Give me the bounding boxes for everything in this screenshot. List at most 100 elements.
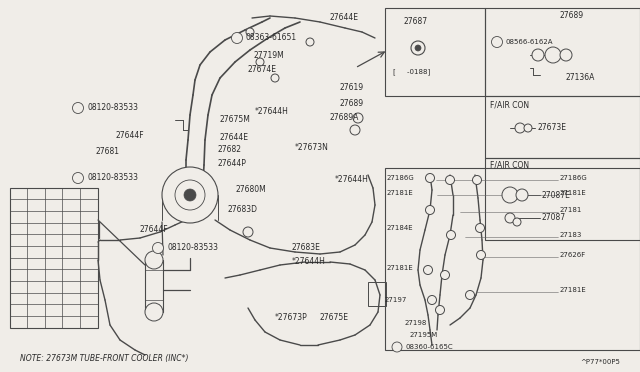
Circle shape bbox=[440, 270, 449, 279]
Circle shape bbox=[72, 103, 83, 113]
Circle shape bbox=[145, 303, 163, 321]
Circle shape bbox=[353, 113, 363, 123]
Text: S: S bbox=[236, 35, 239, 41]
Text: 27181E: 27181E bbox=[387, 190, 413, 196]
Text: 27689: 27689 bbox=[560, 12, 584, 20]
Text: S: S bbox=[495, 39, 499, 45]
Circle shape bbox=[350, 125, 360, 135]
Circle shape bbox=[492, 36, 502, 48]
Bar bbox=[145, 260, 163, 312]
Text: 27673E: 27673E bbox=[537, 124, 566, 132]
Circle shape bbox=[415, 45, 421, 51]
Text: S: S bbox=[396, 344, 399, 350]
Circle shape bbox=[524, 124, 532, 132]
Text: *27644H: *27644H bbox=[335, 176, 369, 185]
Circle shape bbox=[545, 47, 561, 63]
Circle shape bbox=[411, 41, 425, 55]
Circle shape bbox=[477, 250, 486, 260]
Circle shape bbox=[447, 231, 456, 240]
Text: 27644P: 27644P bbox=[218, 158, 247, 167]
Text: 27181: 27181 bbox=[560, 207, 582, 213]
Text: 27181E: 27181E bbox=[387, 265, 413, 271]
Circle shape bbox=[516, 189, 528, 201]
Circle shape bbox=[560, 49, 572, 61]
Circle shape bbox=[426, 173, 435, 183]
Text: 27195M: 27195M bbox=[410, 332, 438, 338]
Circle shape bbox=[145, 251, 163, 269]
Text: 27680M: 27680M bbox=[235, 186, 266, 195]
Text: [     -0188]: [ -0188] bbox=[393, 68, 430, 76]
Text: B: B bbox=[76, 176, 80, 180]
Bar bbox=[485, 8, 640, 96]
Circle shape bbox=[184, 189, 196, 201]
Text: 27689A: 27689A bbox=[330, 113, 360, 122]
Text: 27186G: 27186G bbox=[387, 175, 415, 181]
Text: 27682: 27682 bbox=[218, 145, 242, 154]
Text: 27197: 27197 bbox=[385, 297, 408, 303]
Text: 08363-61651: 08363-61651 bbox=[246, 33, 297, 42]
Bar bbox=[368, 282, 386, 306]
Text: 27181E: 27181E bbox=[560, 287, 587, 293]
Text: *27673P: *27673P bbox=[275, 314, 308, 323]
Text: F/AIR CON: F/AIR CON bbox=[490, 160, 529, 170]
Text: 08120-83533: 08120-83533 bbox=[87, 103, 138, 112]
Circle shape bbox=[513, 218, 521, 226]
Circle shape bbox=[175, 180, 205, 210]
Text: ^P77*00P5: ^P77*00P5 bbox=[580, 359, 620, 365]
Circle shape bbox=[306, 38, 314, 46]
Text: 27619: 27619 bbox=[340, 83, 364, 93]
Text: NOTE: 27673M TUBE-FRONT COOLER (INC*): NOTE: 27673M TUBE-FRONT COOLER (INC*) bbox=[20, 353, 189, 362]
Circle shape bbox=[271, 74, 279, 82]
Text: 27687: 27687 bbox=[403, 17, 427, 26]
Circle shape bbox=[243, 227, 253, 237]
Text: 27184E: 27184E bbox=[387, 225, 413, 231]
Text: 27186G: 27186G bbox=[560, 175, 588, 181]
Bar bbox=[485, 158, 640, 240]
Circle shape bbox=[476, 224, 484, 232]
Circle shape bbox=[246, 28, 254, 36]
Text: 27181E: 27181E bbox=[560, 190, 587, 196]
Text: 08120-83533: 08120-83533 bbox=[87, 173, 138, 183]
Circle shape bbox=[256, 58, 264, 66]
Circle shape bbox=[392, 342, 402, 352]
Circle shape bbox=[465, 291, 474, 299]
Text: B: B bbox=[76, 106, 80, 110]
Text: *27644H: *27644H bbox=[255, 108, 289, 116]
Circle shape bbox=[435, 305, 445, 314]
Circle shape bbox=[445, 176, 454, 185]
Text: 27674E: 27674E bbox=[248, 65, 277, 74]
Text: F/AIR CON: F/AIR CON bbox=[490, 100, 529, 109]
Bar bbox=[485, 96, 640, 158]
Circle shape bbox=[428, 295, 436, 305]
Circle shape bbox=[162, 167, 218, 223]
Text: 27644F: 27644F bbox=[140, 225, 168, 234]
Bar bbox=[10, 188, 98, 328]
Text: 27183: 27183 bbox=[560, 232, 582, 238]
Text: B: B bbox=[156, 246, 160, 250]
Text: 27719M: 27719M bbox=[254, 51, 285, 60]
Text: *27673N: *27673N bbox=[295, 144, 329, 153]
Circle shape bbox=[502, 187, 518, 203]
Text: 27644E: 27644E bbox=[330, 13, 359, 22]
Circle shape bbox=[426, 205, 435, 215]
Text: 27675E: 27675E bbox=[320, 314, 349, 323]
Text: 27683D: 27683D bbox=[228, 205, 258, 215]
Text: 27087: 27087 bbox=[542, 214, 566, 222]
Text: 27675M: 27675M bbox=[220, 115, 251, 125]
Bar bbox=[385, 168, 640, 350]
Text: *27644H: *27644H bbox=[292, 257, 326, 266]
Text: 27136A: 27136A bbox=[565, 74, 595, 83]
Text: 27087E: 27087E bbox=[542, 190, 571, 199]
Text: 08566-6162A: 08566-6162A bbox=[505, 39, 552, 45]
Circle shape bbox=[505, 213, 515, 223]
Bar bbox=[385, 8, 485, 96]
Text: 27681: 27681 bbox=[96, 148, 120, 157]
Text: 27644F: 27644F bbox=[116, 131, 145, 140]
Text: 08360-6165C: 08360-6165C bbox=[405, 344, 452, 350]
Circle shape bbox=[152, 243, 163, 253]
Circle shape bbox=[515, 123, 525, 133]
Text: 27683E: 27683E bbox=[292, 244, 321, 253]
Text: 27689: 27689 bbox=[340, 99, 364, 108]
Circle shape bbox=[424, 266, 433, 275]
Text: 27644E: 27644E bbox=[220, 132, 249, 141]
